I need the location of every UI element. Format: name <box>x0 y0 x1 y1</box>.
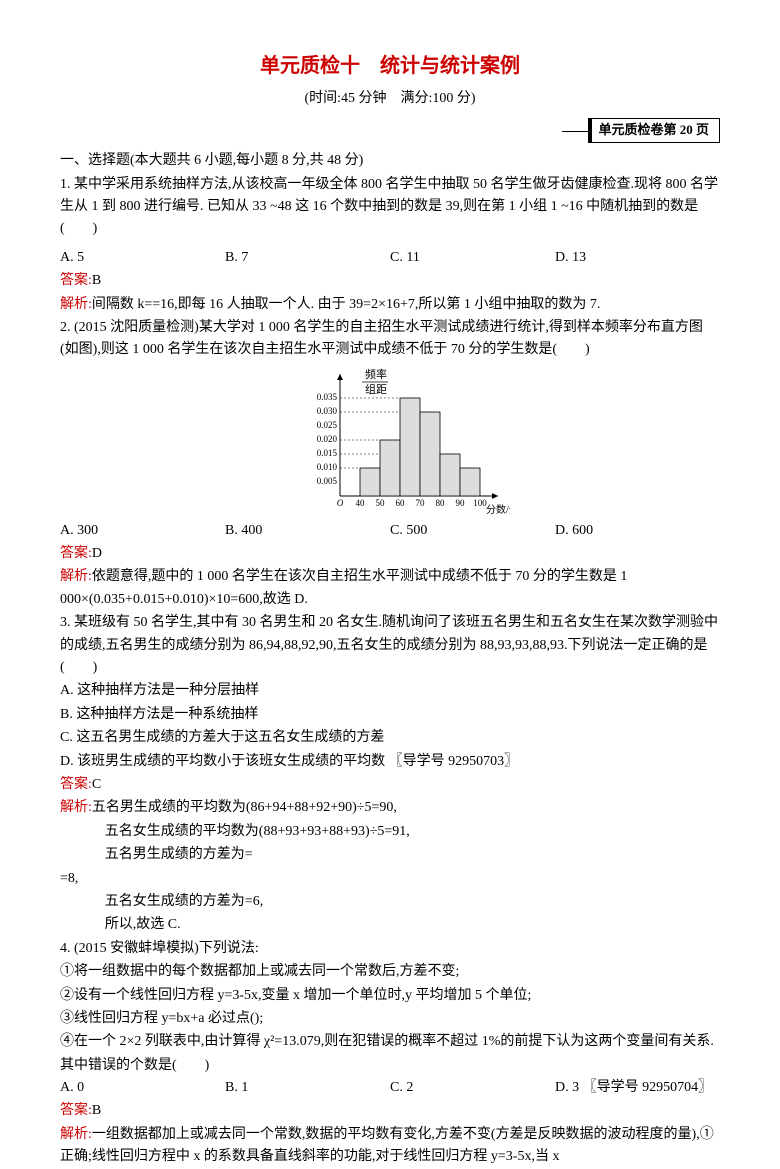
svg-text:0.035: 0.035 <box>317 392 338 402</box>
q1-analysis-row: 解析:间隔数 k==16,即每 16 人抽取一个人. 由于 39=2×16+7,… <box>60 294 720 316</box>
q3-answer-row: 答案:C <box>60 774 720 796</box>
answer-label: 答案: <box>60 546 92 561</box>
q1-answer-row: 答案:B <box>60 270 720 292</box>
svg-text:40: 40 <box>356 498 366 508</box>
q2-answer-row: 答案:D <box>60 543 720 565</box>
q4-tail: 其中错误的个数是( ) <box>60 1055 720 1077</box>
chart-ylabel-bot: 组距 <box>365 382 387 396</box>
q4-answer: B <box>92 1103 101 1118</box>
q3-optA: A. 这种抽样方法是一种分层抽样 <box>60 680 720 702</box>
q1-optB: B. 7 <box>225 247 390 269</box>
q1-options: A. 5 B. 7 C. 11 D. 13 <box>60 247 720 269</box>
q1-analysis: 间隔数 k==16,即每 16 人抽取一个人. 由于 39=2×16+7,所以第… <box>92 297 600 312</box>
q2-analysis: 依题意得,题中的 1 000 名学生在该次自主招生水平测试中成绩不低于 70 分… <box>60 569 627 606</box>
q3-analysis-row: 解析:五名男生成绩的平均数为(86+94+88+92+90)÷5=90, <box>60 797 720 819</box>
chart-xticks: O 40 50 60 70 80 90 100 <box>337 498 488 508</box>
q4-analysis: 一组数据都加上或减去同一个常数,数据的平均数有变化,方差不变(方差是反映数据的波… <box>60 1127 714 1164</box>
chart-bars <box>360 398 480 496</box>
q3-optD: D. 该班男生成绩的平均数小于该班女生成绩的平均数 〖导学号 92950703〗 <box>60 751 720 773</box>
q4-s4: ④在一个 2×2 列联表中,由计算得 χ²=13.079,则在犯错误的概率不超过… <box>60 1031 720 1053</box>
q3-stem: 3. 某班级有 50 名学生,其中有 30 名男生和 20 名女生.随机询问了该… <box>60 612 720 679</box>
svg-text:80: 80 <box>436 498 446 508</box>
svg-text:0.005: 0.005 <box>317 476 338 486</box>
q4-optA: A. 0 <box>60 1077 225 1099</box>
q1-stem: 1. 某中学采用系统抽样方法,从该校高一年级全体 800 名学生中抽取 50 名… <box>60 174 720 241</box>
q2-analysis-row: 解析:依题意得,题中的 1 000 名学生在该次自主招生水平测试中成绩不低于 7… <box>60 566 720 611</box>
svg-text:0.010: 0.010 <box>317 462 338 472</box>
q3-l1: 五名男生成绩的平均数为(86+94+88+92+90)÷5=90, <box>92 800 397 815</box>
q3-optC: C. 这五名男生成绩的方差大于这五名女生成绩的方差 <box>60 727 720 749</box>
svg-text:60: 60 <box>396 498 406 508</box>
q4-s3: ③线性回归方程 y=bx+a 必过点(); <box>60 1008 720 1030</box>
q4-analysis-row: 解析:一组数据都加上或减去同一个常数,数据的平均数有变化,方差不变(方差是反映数… <box>60 1124 720 1169</box>
analysis-label: 解析: <box>60 800 92 815</box>
q3-answer: C <box>92 777 101 792</box>
q1-optC: C. 11 <box>390 247 555 269</box>
svg-text:50: 50 <box>376 498 386 508</box>
q4-s1: ①将一组数据中的每个数据都加上或减去同一个常数后,方差不变; <box>60 961 720 983</box>
answer-label: 答案: <box>60 1103 92 1118</box>
svg-text:0.025: 0.025 <box>317 420 338 430</box>
q2-answer: D <box>92 546 102 561</box>
q4-s2: ②设有一个线性回归方程 y=3-5x,变量 x 增加一个单位时,y 平均增加 5… <box>60 985 720 1007</box>
q3-l2: 五名女生成绩的平均数为(88+93+93+88+93)÷5=91, <box>60 821 720 843</box>
q4-answer-row: 答案:B <box>60 1100 720 1122</box>
section-heading: 一、选择题(本大题共 6 小题,每小题 8 分,共 48 分) <box>60 150 720 172</box>
svg-text:0.015: 0.015 <box>317 448 338 458</box>
q4-stem: 4. (2015 安徽蚌埠模拟)下列说法: <box>60 938 720 960</box>
analysis-label: 解析: <box>60 1127 92 1142</box>
answer-label: 答案: <box>60 273 92 288</box>
page-tag: 单元质检卷第 20 页 <box>588 118 720 143</box>
analysis-label: 解析: <box>60 569 92 584</box>
svg-text:O: O <box>337 498 344 508</box>
q4-optB: B. 1 <box>225 1077 390 1099</box>
svg-text:90: 90 <box>456 498 466 508</box>
q2-stem: 2. (2015 沈阳质量检测)某大学对 1 000 名学生的自主招生水平测试成… <box>60 317 720 362</box>
q2-optC: C. 500 <box>390 520 555 542</box>
q1-optD: D. 13 <box>555 247 720 269</box>
q1-optA: A. 5 <box>60 247 225 269</box>
page-title: 单元质检十 统计与统计案例 <box>60 50 720 82</box>
svg-text:0.030: 0.030 <box>317 406 338 416</box>
chart-yticks: 0.005 0.010 0.015 0.020 0.025 0.030 0.03… <box>317 392 338 486</box>
q3-l5: 五名女生成绩的方差为=6, <box>60 891 720 913</box>
q2-optD: D. 600 <box>555 520 720 542</box>
q4-optD: D. 3 〖导学号 92950704〗 <box>555 1077 720 1099</box>
q3-l3: 五名男生成绩的方差为= <box>60 844 720 866</box>
answer-label: 答案: <box>60 777 92 792</box>
analysis-label: 解析: <box>60 297 92 312</box>
q3-optB: B. 这种抽样方法是一种系统抽样 <box>60 704 720 726</box>
q4-options: A. 0 B. 1 C. 2 D. 3 〖导学号 92950704〗 <box>60 1077 720 1099</box>
histogram-chart: 频率 组距 0.005 0.010 0.015 0.020 0.025 0.03… <box>60 366 720 516</box>
chart-xlabel: 分数/分 <box>486 503 510 516</box>
q2-options: A. 300 B. 400 C. 500 D. 600 <box>60 520 720 542</box>
q1-answer: B <box>92 273 101 288</box>
q4-optC: C. 2 <box>390 1077 555 1099</box>
chart-ylabel-top: 频率 <box>365 367 387 381</box>
svg-text:70: 70 <box>416 498 426 508</box>
q3-l4: =8, <box>60 868 720 890</box>
q2-optB: B. 400 <box>225 520 390 542</box>
svg-text:0.020: 0.020 <box>317 434 338 444</box>
page-subtitle: (时间:45 分钟 满分:100 分) <box>60 88 720 110</box>
q2-optA: A. 300 <box>60 520 225 542</box>
q3-l6: 所以,故选 C. <box>60 914 720 936</box>
